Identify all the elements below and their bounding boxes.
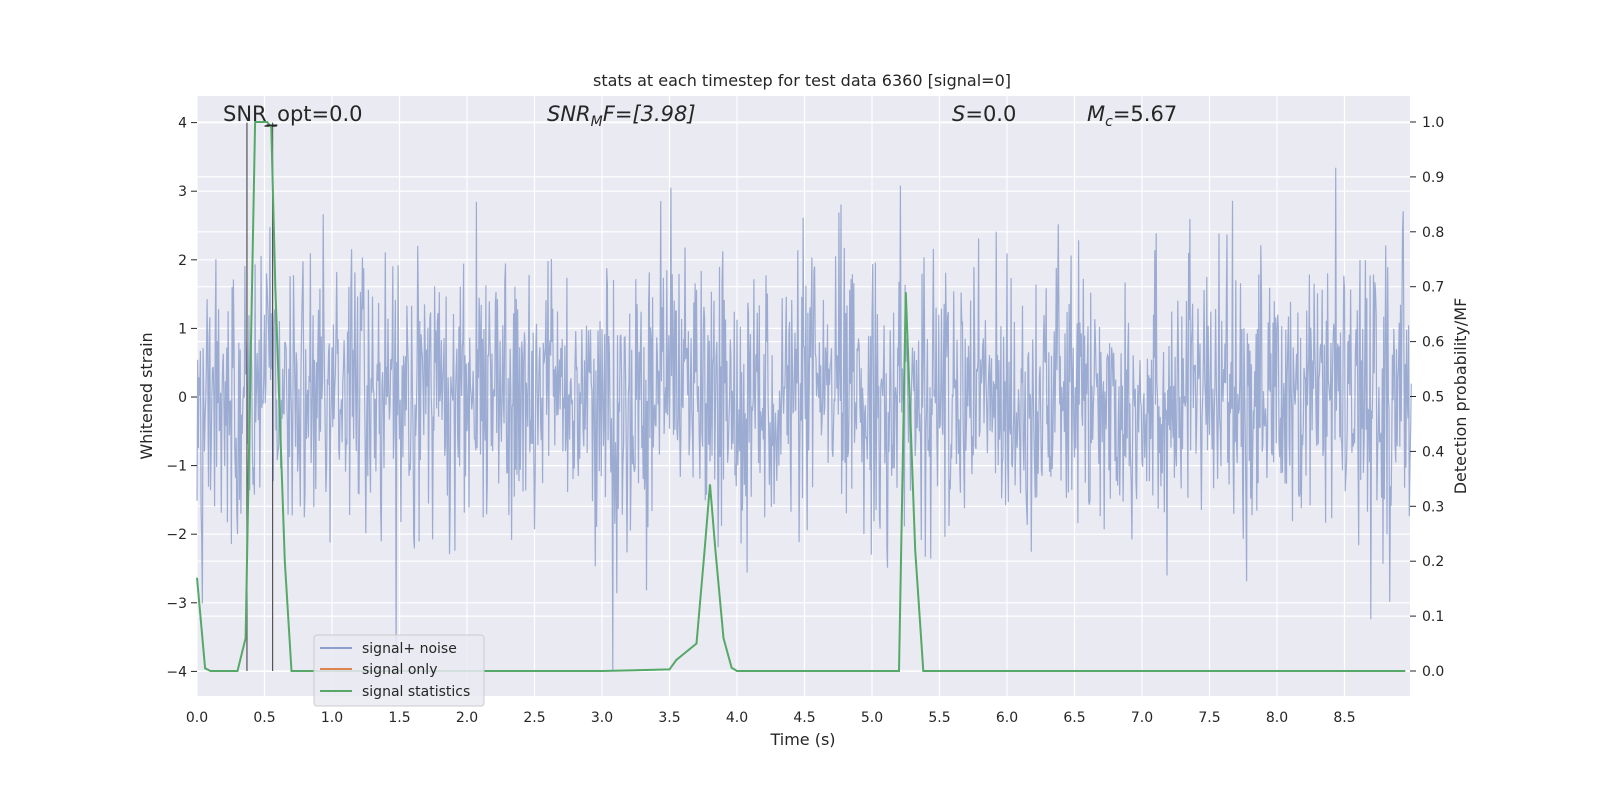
right-tick-label: 0.2 <box>1422 554 1444 570</box>
left-tick-label: 2 <box>178 253 187 269</box>
right-tick-label: 1.0 <box>1422 115 1444 131</box>
x-tick-label: 8.0 <box>1266 710 1288 726</box>
x-tick-label: 7.0 <box>1131 710 1153 726</box>
x-tick-label: 7.5 <box>1198 710 1220 726</box>
x-tick-label: 4.0 <box>726 710 748 726</box>
noise-line <box>196 167 1412 672</box>
left-tick-label: −2 <box>166 527 187 543</box>
s-annotation: S=0.0 <box>952 102 1016 126</box>
x-tick-label: 2.0 <box>456 710 478 726</box>
chart-title: stats at each timestep for test data 636… <box>593 71 1011 90</box>
snr-mf-annotation: SNRMF=[3.98] <box>547 102 696 130</box>
x-tick-label: 6.0 <box>996 710 1018 726</box>
x-tick-label: 3.5 <box>658 710 680 726</box>
x-tick-label: 4.5 <box>793 710 815 726</box>
legend-label-stats: signal statistics <box>362 684 470 700</box>
right-tick-label: 0.9 <box>1422 170 1444 186</box>
mc-annotation: Mc=5.67 <box>1087 102 1177 130</box>
x-axis-label: Time (s) <box>769 730 835 749</box>
left-axis-label: Whitened strain <box>137 332 156 459</box>
right-tick-label: 0.5 <box>1422 390 1444 406</box>
noise-series <box>196 167 1412 672</box>
legend-box <box>313 634 485 707</box>
legend: signal+ noise signal only signal statist… <box>313 634 485 707</box>
legend-label-signal: signal only <box>362 662 437 678</box>
snr-opt-annotation: SNR_opt=0.0 <box>223 102 363 127</box>
x-tick-label: 1.0 <box>321 710 343 726</box>
right-tick-label: 0.8 <box>1422 225 1444 241</box>
x-tick-label: 1.5 <box>388 710 410 726</box>
x-axis-ticks: 0.0 0.5 1.0 1.5 2.0 2.5 3.0 3.5 4.0 4.5 5.0 5.5 6.0 6… <box>186 710 1356 726</box>
left-tick-label: 1 <box>178 321 187 337</box>
right-tick-label: 0.3 <box>1422 499 1444 515</box>
right-axis-ticks: 1.0 0.9 0.8 0.7 0.6 0.5 0.4 0.3 0.2 0.1 0.0 <box>1410 115 1444 680</box>
x-tick-label: 6.5 <box>1063 710 1085 726</box>
right-tick-label: 0.1 <box>1422 609 1444 625</box>
x-tick-label: 0.0 <box>186 710 208 726</box>
left-tick-label: 0 <box>178 390 187 406</box>
statistics-line <box>196 121 1406 672</box>
right-axis-label: Detection probability/MF <box>1451 298 1470 495</box>
left-tick-label: −3 <box>166 596 187 612</box>
legend-label-noise: signal+ noise <box>362 641 457 657</box>
right-tick-label: 0.4 <box>1422 444 1444 460</box>
left-axis-ticks: 4 3 2 1 0 −1 −2 −3 −4 <box>166 116 197 680</box>
right-tick-label: 0.0 <box>1422 664 1444 680</box>
left-tick-label: 3 <box>178 184 187 200</box>
x-tick-label: 3.0 <box>591 710 613 726</box>
statistics-series <box>196 121 1406 672</box>
x-tick-label: 0.5 <box>253 710 275 726</box>
x-tick-label: 5.5 <box>928 710 950 726</box>
left-tick-label: 4 <box>178 116 187 132</box>
x-tick-label: 2.5 <box>523 710 545 726</box>
x-tick-label: 8.5 <box>1333 710 1355 726</box>
x-tick-label: 5.0 <box>861 710 883 726</box>
right-tick-label: 0.7 <box>1422 280 1444 296</box>
right-tick-label: 0.6 <box>1422 335 1444 351</box>
left-tick-label: −1 <box>166 459 187 475</box>
left-tick-label: −4 <box>166 664 187 680</box>
